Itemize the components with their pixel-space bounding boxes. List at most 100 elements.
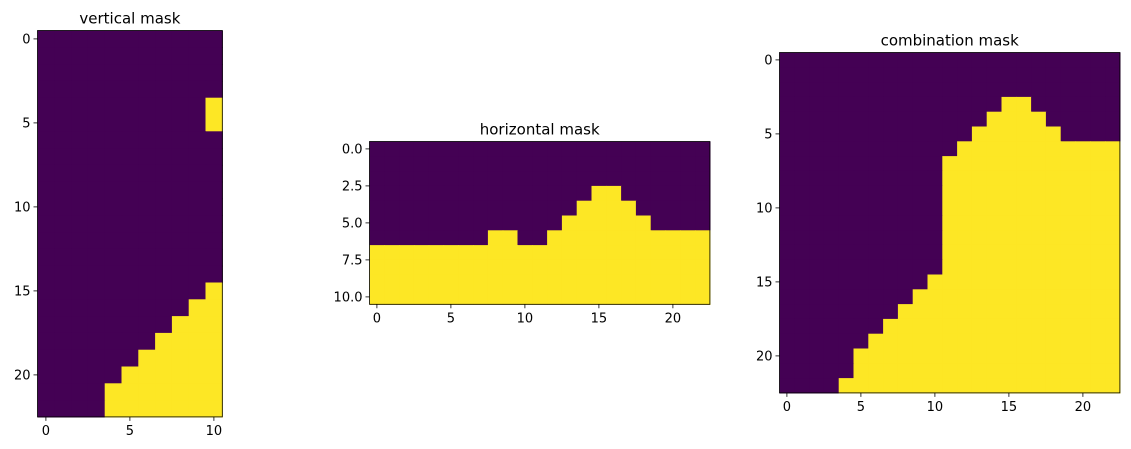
- heatmap-cell: [794, 348, 810, 364]
- heatmap-cell: [621, 274, 637, 291]
- heatmap-cell: [188, 114, 207, 132]
- heatmap-cell: [1031, 170, 1047, 187]
- heatmap-cell: [1075, 378, 1091, 394]
- heatmap-cell: [71, 148, 89, 166]
- heatmap-cell: [502, 141, 519, 157]
- heatmap-cell: [171, 282, 190, 300]
- heatmap-cell: [1075, 274, 1091, 290]
- heatmap-cell: [695, 215, 711, 231]
- heatmap-cell: [155, 80, 173, 99]
- heatmap-cell: [473, 274, 489, 291]
- heatmap-cell: [369, 141, 385, 157]
- heatmap-cell: [1045, 67, 1062, 83]
- heatmap-cell: [71, 64, 89, 82]
- heatmap-cell: [71, 30, 89, 48]
- heatmap-cell: [1090, 333, 1106, 350]
- heatmap-cell: [188, 80, 207, 99]
- heatmap-cell: [458, 289, 474, 305]
- heatmap-cell: [1090, 96, 1106, 113]
- heatmap-cell: [413, 185, 430, 202]
- heatmap-cell: [823, 215, 840, 231]
- heatmap-cell: [1045, 156, 1062, 172]
- heatmap-cell: [838, 96, 855, 113]
- heatmap-cell: [794, 156, 810, 172]
- heatmap-cell: [986, 348, 1003, 364]
- heatmap-cell: [635, 215, 652, 231]
- heatmap-cell: [853, 333, 869, 350]
- heatmap-cell: [138, 383, 156, 401]
- heatmap-cell: [606, 156, 622, 172]
- heatmap-cell: [1045, 185, 1062, 202]
- heatmap-cell: [138, 332, 156, 351]
- heatmap-cell: [883, 200, 899, 216]
- heatmap-cell: [155, 383, 173, 401]
- heatmap-cell: [591, 245, 607, 261]
- heatmap-cell: [927, 244, 943, 261]
- heatmap-cell: [54, 64, 72, 82]
- heatmap-cell: [695, 141, 711, 157]
- heatmap-cell: [1105, 274, 1121, 290]
- heatmap-cell: [838, 348, 855, 364]
- heatmap-cell: [1060, 289, 1077, 305]
- heatmap-cell: [37, 400, 55, 418]
- heatmap-cell: [853, 363, 869, 379]
- heatmap-cell: [809, 141, 825, 157]
- heatmap-cell: [155, 299, 173, 317]
- heatmap-cell: [1045, 111, 1062, 128]
- heatmap-cell: [1075, 111, 1091, 128]
- heatmap-cell: [823, 378, 840, 394]
- heatmap-cell: [912, 170, 929, 187]
- heatmap-cell: [1075, 52, 1091, 68]
- heatmap-cell: [532, 171, 548, 187]
- heatmap-cell: [971, 126, 988, 142]
- heatmap-cell: [1001, 304, 1017, 320]
- heatmap-cell: [155, 131, 173, 149]
- y-tick-label: 0: [764, 53, 772, 68]
- heatmap-cell: [54, 332, 72, 351]
- heatmap-cell: [121, 181, 139, 200]
- heatmap-cell: [171, 383, 190, 401]
- heatmap-cell: [838, 156, 855, 172]
- heatmap-cell: [487, 156, 504, 172]
- heatmap-cells: [37, 30, 223, 418]
- heatmap-cell: [155, 332, 173, 351]
- heatmap-cell: [155, 366, 173, 384]
- heatmap-cell: [37, 248, 55, 267]
- y-tick-label: 5.0: [342, 216, 363, 231]
- heatmap-cell: [1090, 289, 1106, 305]
- heatmap-cell: [912, 67, 929, 83]
- heatmap-cell: [399, 185, 415, 202]
- heatmap-cell: [1060, 141, 1077, 157]
- heatmap-cell: [487, 171, 504, 187]
- heatmap-cell: [957, 244, 973, 261]
- heatmap-cell: [971, 111, 988, 128]
- heatmap-cell: [809, 289, 825, 305]
- heatmap-cell: [1016, 230, 1032, 246]
- heatmap-cell: [823, 170, 840, 187]
- heatmap-cell: [205, 400, 223, 418]
- heatmap-cell: [853, 318, 869, 335]
- heatmap-cell: [838, 244, 855, 261]
- heatmap-cell: [665, 245, 681, 261]
- heatmap-cell: [665, 171, 681, 187]
- heatmap-cell: [809, 274, 825, 290]
- heatmap-cell: [942, 230, 958, 246]
- heatmap-cell: [868, 304, 884, 320]
- heatmap-cell: [897, 230, 914, 246]
- heatmap-cell: [838, 185, 855, 202]
- heatmap-cell: [621, 171, 637, 187]
- heatmap-cell: [986, 185, 1003, 202]
- heatmap-cell: [883, 318, 899, 335]
- heatmap-cell: [695, 230, 711, 246]
- heatmap-cell: [428, 171, 445, 187]
- heatmap-cell: [986, 378, 1003, 394]
- heatmap-cell: [205, 198, 223, 216]
- heatmap-cell: [942, 259, 958, 276]
- heatmap-cell: [794, 259, 810, 276]
- heatmap-cell: [188, 282, 207, 300]
- heatmap-cell: [1045, 215, 1062, 231]
- y-tick-label: 15: [14, 284, 31, 299]
- heatmap-cell: [576, 185, 593, 202]
- heatmap-cell: [971, 170, 988, 187]
- heatmap-cell: [473, 230, 489, 246]
